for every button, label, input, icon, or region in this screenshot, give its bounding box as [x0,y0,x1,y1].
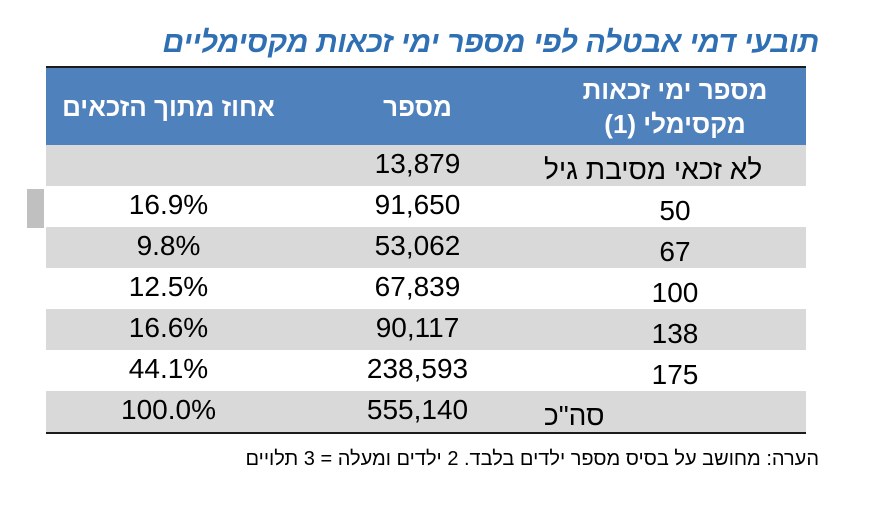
table-row-total: 100.0% 555,140 סה"כ [46,391,806,432]
cell-percent: 44.1% [128,352,209,384]
cell-days: 50 [659,194,691,226]
cell-number: 53,062 [374,229,461,261]
cell-number: 238,593 [366,352,469,384]
table-header: אחוז מתוך הזכאים מספר מספר ימי זכאות מקס… [46,68,806,145]
table-row: 44.1% 238,593 175 [46,350,806,391]
cell-percent [46,145,291,186]
table-row: 13,879 לא זכאי מסיבת גיל [46,145,806,186]
cell-days: לא זכאי מסיבת גיל [544,153,763,185]
cell-number: 91,650 [374,188,461,220]
cell-percent: 12.5% [128,270,209,302]
cell-days: 175 [651,358,699,390]
cell-percent: 16.6% [128,311,209,343]
table-row: 16.6% 90,117 138 [46,309,806,350]
cell-days: סה"כ [544,399,605,431]
cell-number: 90,117 [375,311,460,343]
footnote: הערה: מחושב על בסיס מספר ילדים בלבד. 2 י… [245,448,819,470]
side-marker [27,189,44,228]
cell-percent: 100.0% [121,393,216,425]
cell-number: 67,839 [374,270,461,302]
cell-number: 555,140 [366,393,469,425]
table-row: 9.8% 53,062 67 [46,227,806,268]
page-title: תובעי דמי אבטלה לפי מספר ימי זכאות מקסימ… [162,26,820,59]
data-table: אחוז מתוך הזכאים מספר מספר ימי זכאות מקס… [46,66,806,434]
cell-percent: 16.9% [128,188,209,220]
table-row: 16.9% 91,650 50 [46,186,806,227]
cell-number: 13,879 [374,147,461,179]
cell-days: 67 [659,235,691,267]
header-days: מספר ימי זכאות מקסימלי (1) [582,74,768,139]
table-row: 12.5% 67,839 100 [46,268,806,309]
cell-percent: 9.8% [136,229,201,261]
header-percent: אחוז מתוך הזכאים [62,91,275,122]
cell-days: 138 [651,317,699,349]
header-number: מספר [383,91,452,122]
cell-days: 100 [651,276,699,308]
